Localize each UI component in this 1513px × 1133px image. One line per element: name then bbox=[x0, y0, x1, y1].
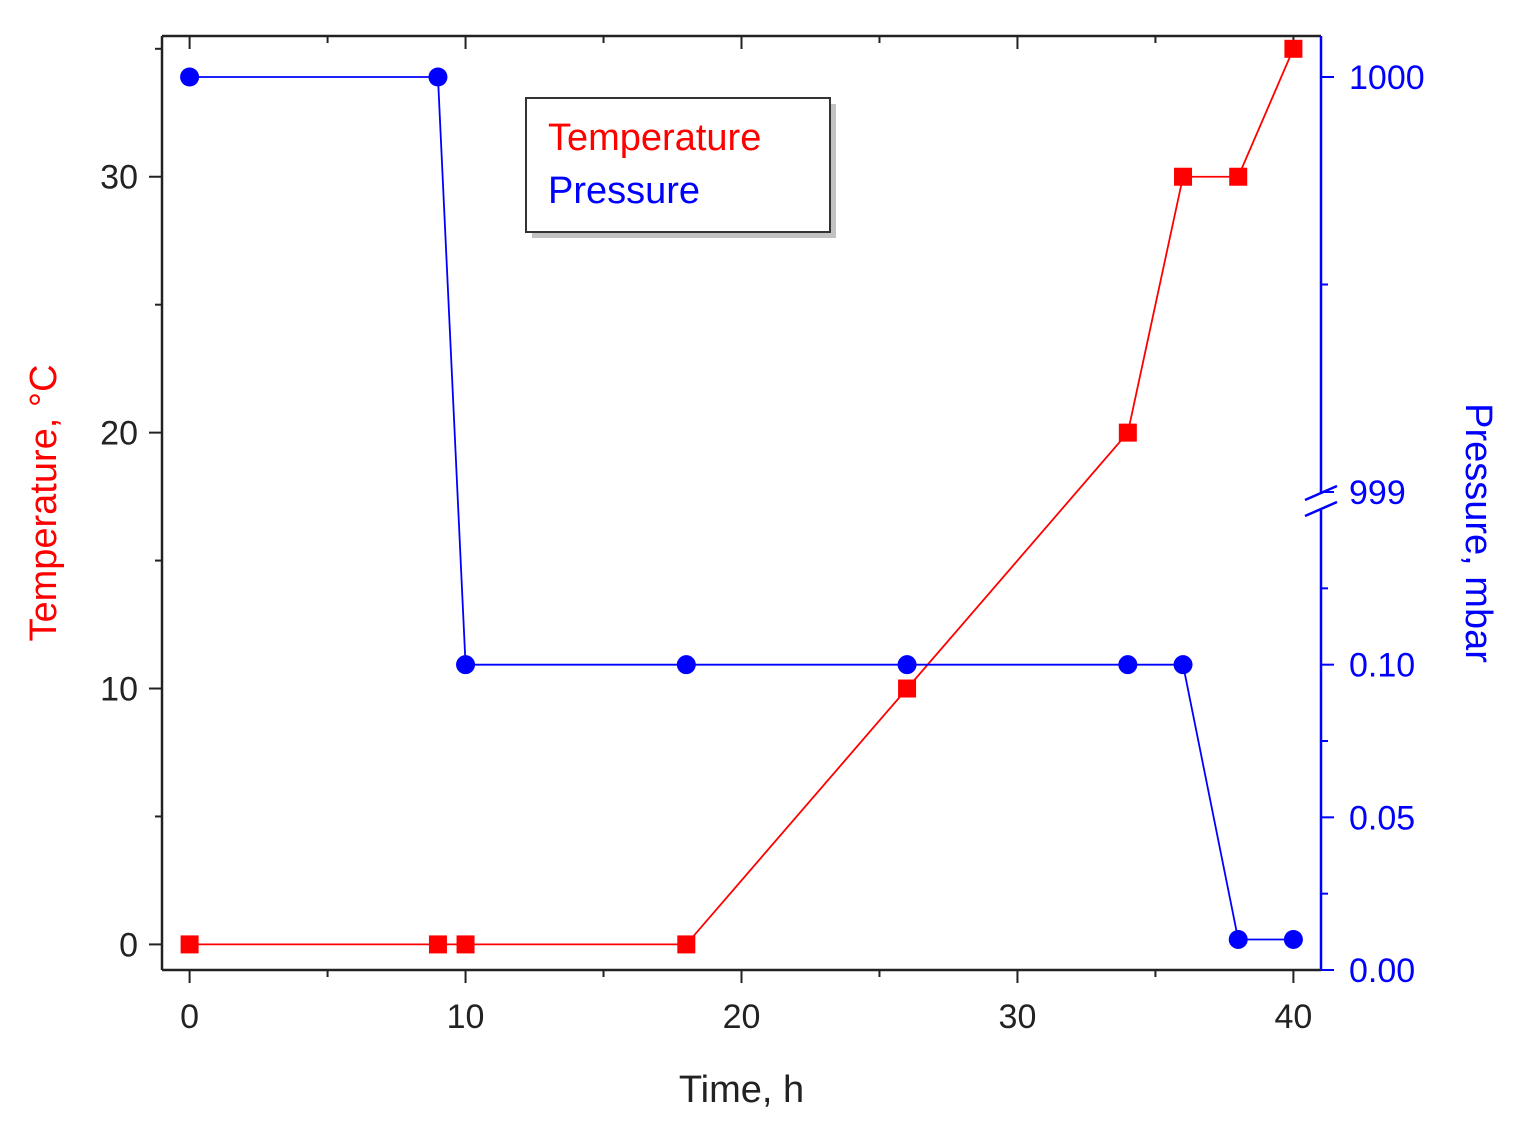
pressure-marker bbox=[456, 655, 476, 675]
y-right-tick-label: 0.10 bbox=[1349, 647, 1415, 685]
axis-break-mark bbox=[1304, 500, 1338, 518]
pressure-marker bbox=[1173, 655, 1193, 675]
x-tick-label: 10 bbox=[447, 998, 485, 1036]
x-tick-label: 40 bbox=[1274, 998, 1312, 1036]
temperature-marker bbox=[898, 679, 917, 698]
y-left-tick-label: 0 bbox=[119, 926, 138, 964]
y-right-axis-title: Pressure, mbar bbox=[1457, 403, 1499, 663]
temperature-marker bbox=[180, 935, 199, 954]
y-left-tick-label: 10 bbox=[100, 671, 138, 709]
pressure-marker bbox=[180, 67, 200, 87]
y-right-tick-label: 999 bbox=[1349, 474, 1406, 512]
temperature-marker bbox=[677, 935, 696, 954]
y-right-tick-label: 0.00 bbox=[1349, 952, 1415, 990]
series-layer bbox=[180, 39, 1303, 954]
axis-break-mark bbox=[1304, 484, 1338, 502]
pressure-marker bbox=[1228, 929, 1248, 949]
legend-entry-pressure: Pressure bbox=[548, 170, 700, 212]
x-tick-label: 0 bbox=[180, 998, 199, 1036]
temperature-marker bbox=[1118, 423, 1137, 442]
legend-box bbox=[525, 97, 831, 233]
pressure-marker bbox=[1118, 655, 1138, 675]
legend-entry-temperature: Temperature bbox=[548, 117, 761, 159]
pressure-marker bbox=[676, 655, 696, 675]
legend: Temperature Pressure bbox=[525, 97, 836, 238]
temperature-marker bbox=[428, 935, 447, 954]
pressure-marker bbox=[897, 655, 917, 675]
y-right-tick-label: 1000 bbox=[1349, 59, 1425, 97]
temperature-marker bbox=[1174, 167, 1193, 186]
x-tick-label: 30 bbox=[999, 998, 1037, 1036]
x-axis-title: Time, h bbox=[679, 1069, 804, 1111]
temperature-marker bbox=[1229, 167, 1248, 186]
x-tick-label: 20 bbox=[723, 998, 761, 1036]
axis-break-gap bbox=[1317, 494, 1325, 510]
temperature-marker bbox=[456, 935, 475, 954]
y-left-tick-label: 20 bbox=[100, 415, 138, 453]
pressure-marker bbox=[428, 67, 448, 87]
y-right-tick-label: 0.05 bbox=[1349, 799, 1415, 837]
pressure-marker bbox=[1283, 929, 1303, 949]
y-left-tick-label: 30 bbox=[100, 159, 138, 197]
y-left-axis-title: Temperature, °C bbox=[23, 364, 65, 641]
temperature-marker bbox=[1284, 39, 1303, 58]
axes-layer: 0 10 20 30 40 0 10 20 30 0.00 0.05 0.10 999 1000 Time,… bbox=[23, 34, 1499, 1111]
